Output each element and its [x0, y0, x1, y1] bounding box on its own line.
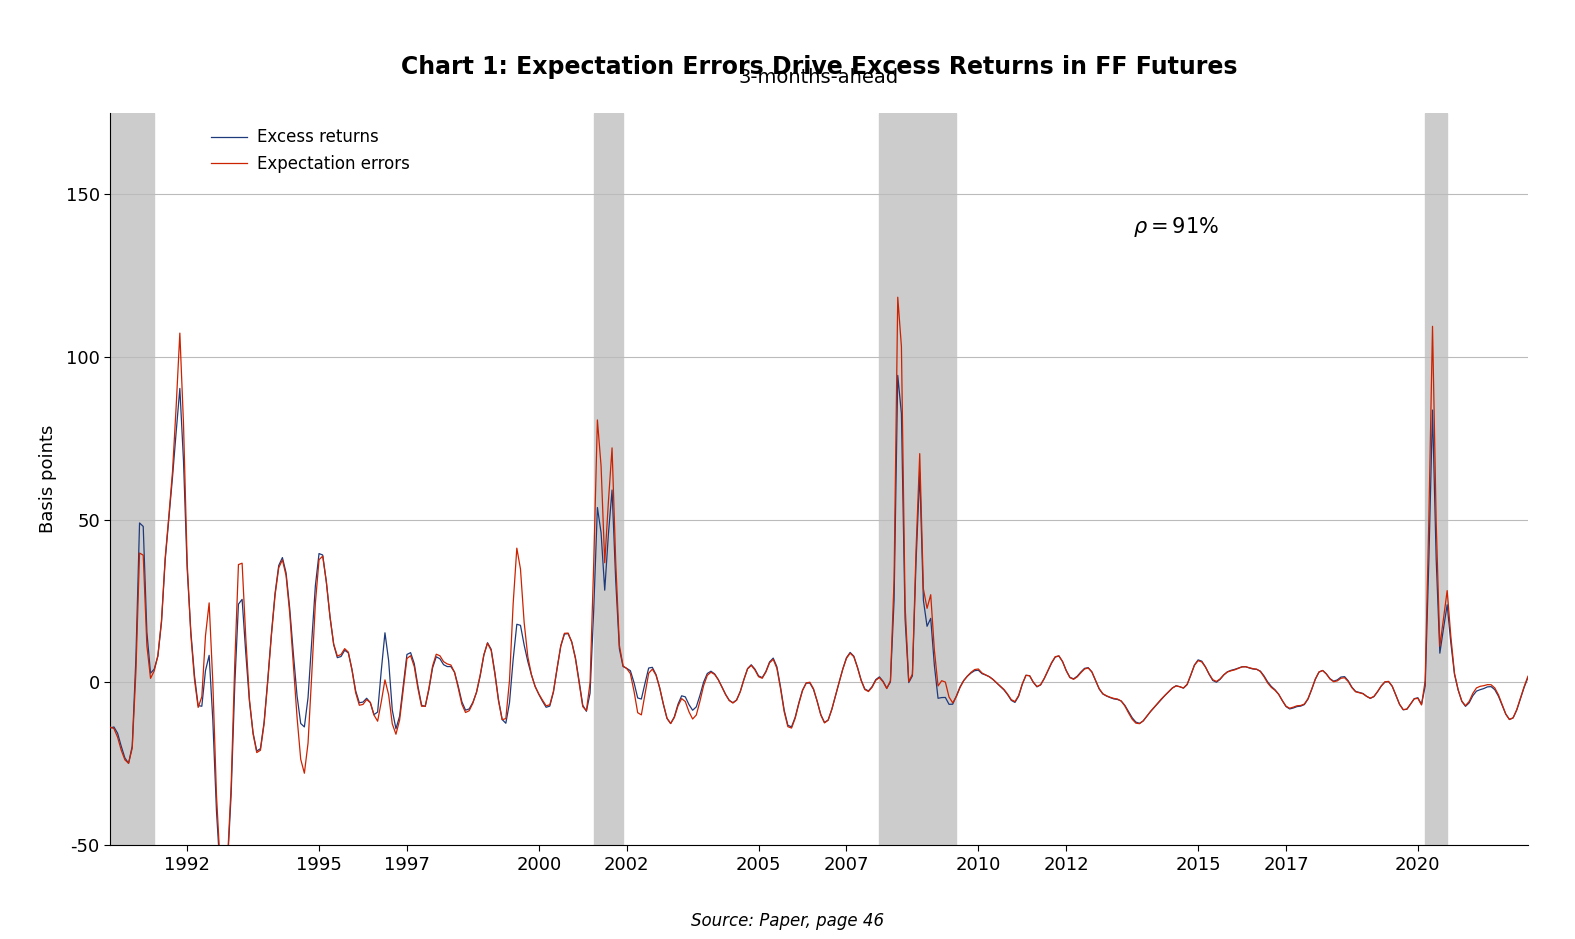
Expectation errors [885, 574, 904, 585]
Excess returns [1521, 667, 1540, 678]
Expectation errors [1306, 673, 1325, 685]
Legend: Excess returns, Expectation errors: Excess returns, Expectation errors [211, 129, 410, 173]
Line: Expectation errors: Expectation errors [110, 298, 1531, 885]
Y-axis label: Basis points: Basis points [39, 424, 57, 533]
Text: Source: Paper, page 46: Source: Paper, page 46 [691, 912, 884, 930]
Excess returns [1189, 654, 1208, 666]
Bar [879, 113, 956, 845]
Excess returns [1306, 673, 1325, 685]
Excess returns [885, 594, 904, 606]
Excess returns [1364, 691, 1383, 702]
Expectation errors [767, 663, 786, 674]
Expectation errors [101, 721, 120, 732]
Text: 3-months-ahead: 3-months-ahead [739, 68, 899, 87]
Expectation errors [1189, 655, 1208, 667]
Line: Excess returns: Excess returns [110, 376, 1531, 891]
Expectation errors [888, 292, 907, 303]
Text: $\rho = 91\%$: $\rho = 91\%$ [1132, 215, 1219, 239]
Excess returns [101, 722, 120, 733]
Bar [1425, 113, 1447, 845]
Title: Chart 1: Expectation Errors Drive Excess Returns in FF Futures: Chart 1: Expectation Errors Drive Excess… [400, 54, 1238, 79]
Expectation errors [1521, 665, 1540, 676]
Expectation errors [1364, 691, 1383, 702]
Bar [110, 113, 154, 845]
Expectation errors [1129, 718, 1148, 730]
Bar [594, 113, 624, 845]
Expectation errors [214, 880, 233, 891]
Excess returns [1129, 717, 1148, 729]
Excess returns [767, 661, 786, 672]
Excess returns [888, 370, 907, 381]
Excess returns [214, 885, 233, 897]
